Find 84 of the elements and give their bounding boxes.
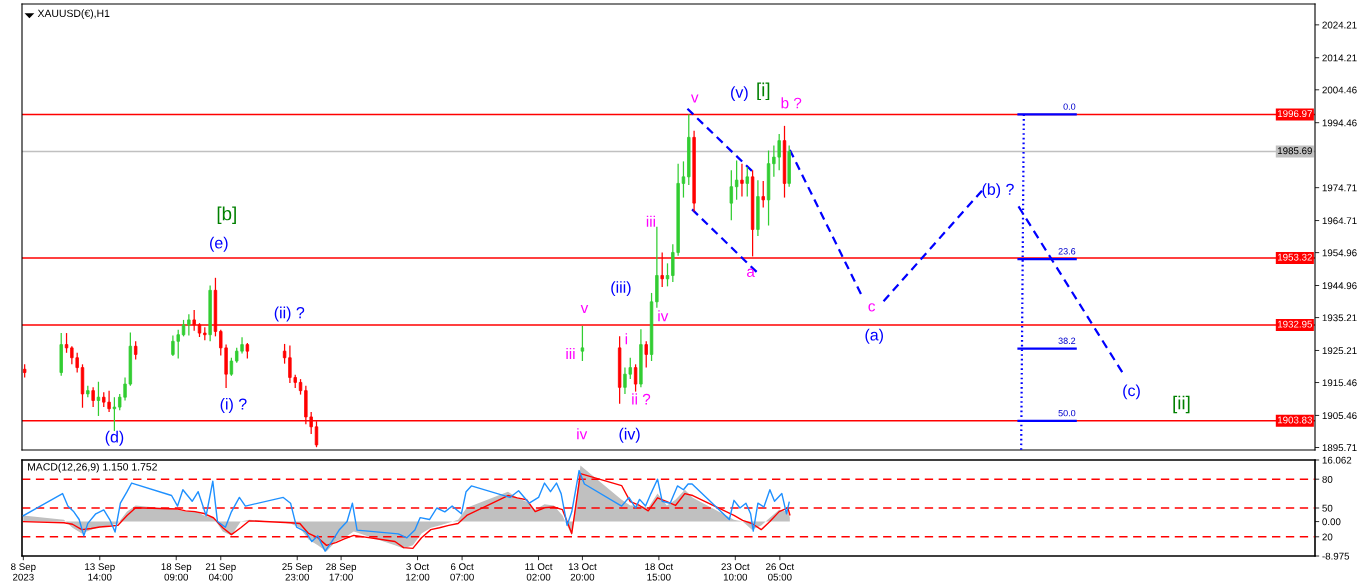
x-tick-label: 6 Oct 07:00 <box>450 563 474 581</box>
annotation: i <box>625 333 628 345</box>
annotation: [b] <box>217 206 236 225</box>
x-tick-label: 21 Sep 04:00 <box>205 563 236 581</box>
x-tick-label: 26 Oct 05:00 <box>766 563 795 581</box>
y-tick-label: 1964.71 <box>1322 217 1357 225</box>
candlestick <box>734 159 739 201</box>
annotation: (e) <box>210 236 228 252</box>
y-tick-label: 2024.21 <box>1322 21 1357 29</box>
x-tick-label: 13 Oct 20:00 <box>568 563 597 581</box>
y-tick-label: 1895.71 <box>1322 444 1357 452</box>
y-tick-label: 1925.21 <box>1322 347 1357 355</box>
x-tick-label: 28 Sep 17:00 <box>326 563 357 581</box>
candlestick <box>745 166 749 198</box>
y-tick-label: 1974.71 <box>1322 184 1357 192</box>
y2-tick-label: 80 <box>1322 475 1333 483</box>
candlestick <box>761 180 765 209</box>
annotation: iii <box>646 215 655 227</box>
x-tick-label: 25 Sep 23:00 <box>282 563 313 581</box>
y2-tick-label: 50 <box>1322 504 1333 512</box>
candlestick <box>187 313 191 337</box>
annotation: 50.0 <box>1058 409 1076 417</box>
annotation: c <box>868 303 876 312</box>
y-tick-label: -8.975 <box>1322 552 1350 560</box>
candlestick <box>580 325 585 362</box>
annotation: iv <box>658 310 669 322</box>
candlestick <box>740 163 744 198</box>
x-tick-label: 18 Oct 15:00 <box>645 563 674 581</box>
candlestick <box>644 340 648 369</box>
ref-line-label: 1996.97 <box>1278 110 1312 118</box>
annotation: a <box>747 268 755 277</box>
annotation: (b) ? <box>982 183 1014 199</box>
x-tick-label: 8 Sep 2023 <box>11 563 36 581</box>
annotation: b ? <box>781 97 802 109</box>
ref-line-label: 1985.69 <box>1278 147 1312 155</box>
annotation: (v) <box>731 86 748 102</box>
candlestick <box>64 332 69 354</box>
chart-title: MACD(12,26,9) 1.150 1.752 <box>28 462 157 473</box>
y-tick-label: 1954.96 <box>1322 249 1357 257</box>
chart-title: XAUUSD(€),H1 <box>37 9 110 20</box>
y-tick-label: 2004.46 <box>1322 86 1357 94</box>
annotation: 23.6 <box>1058 248 1076 255</box>
y-tick-label: 2014.21 <box>1322 54 1357 62</box>
annotation: (a) <box>865 328 883 344</box>
candlestick <box>633 363 638 393</box>
x-tick-label: 23 Oct 10:00 <box>721 563 750 581</box>
candlestick <box>681 160 686 199</box>
annotation: [ii] <box>1173 395 1190 414</box>
annotation: (iii) <box>611 281 631 297</box>
ref-line-label: 1932.95 <box>1278 320 1313 328</box>
annotation: (ii) ? <box>274 306 305 322</box>
ref-line-label: 1903.83 <box>1278 416 1312 424</box>
candlestick <box>112 396 117 432</box>
candlestick <box>96 381 101 417</box>
x-tick-label: 11 Oct 02:00 <box>525 563 553 581</box>
annotation: (c) <box>1123 384 1140 400</box>
candlestick <box>91 386 95 408</box>
annotation: [i] <box>757 82 770 101</box>
candlestick <box>133 340 138 361</box>
y-tick-label: 1994.46 <box>1322 119 1357 127</box>
x-tick-label: 13 Sep 14:00 <box>85 563 115 581</box>
annotation: v <box>690 94 699 103</box>
annotation: iii <box>566 347 575 360</box>
annotation: (i) ? <box>220 398 247 413</box>
candlestick <box>729 169 734 221</box>
annotation: (iv) <box>619 427 640 443</box>
y-tick-label: 1905.46 <box>1322 412 1357 420</box>
candlestick <box>665 262 670 287</box>
annotation: iv <box>577 428 588 440</box>
y-tick-label: 16.062 <box>1322 456 1352 464</box>
annotation: 0.0 <box>1063 103 1076 110</box>
y-tick-label: 1935.21 <box>1322 314 1357 322</box>
annotation: 38.2 <box>1058 337 1076 344</box>
y-tick-label: 0.00 <box>1322 518 1341 526</box>
candlestick <box>229 357 234 377</box>
ref-line-label: 1953.32 <box>1278 253 1312 261</box>
x-tick-label: 18 Sep 09:00 <box>161 563 192 581</box>
y-tick-label: 1915.46 <box>1322 379 1357 387</box>
annotation: v <box>580 304 589 314</box>
x-tick-label: 3 Oct 12:00 <box>406 563 430 581</box>
y-tick-label: 1944.96 <box>1322 282 1357 290</box>
annotation: ii ? <box>632 393 651 405</box>
annotation: (d) <box>105 430 124 446</box>
y2-tick-label: 20 <box>1322 533 1333 541</box>
